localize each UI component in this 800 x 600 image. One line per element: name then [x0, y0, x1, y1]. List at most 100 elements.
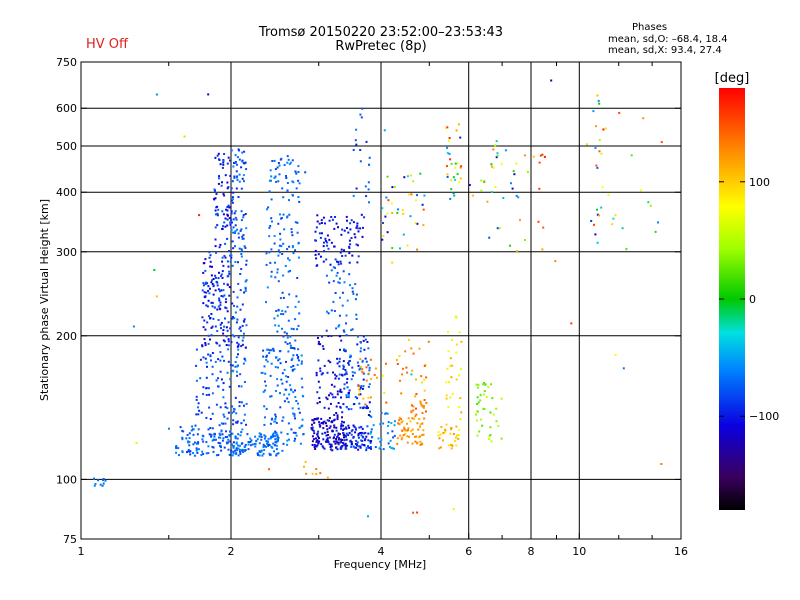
echo-point: [343, 383, 346, 386]
echo-point: [311, 429, 314, 431]
echo-point: [339, 251, 342, 254]
echo-point: [247, 443, 250, 446]
echo-point: [359, 406, 362, 409]
echo-point: [340, 446, 343, 449]
echo-point: [495, 140, 498, 143]
echo-point: [276, 437, 279, 440]
echo-point: [367, 396, 370, 399]
echo-point: [604, 127, 607, 130]
echo-point: [232, 290, 235, 293]
echo-point: [369, 396, 372, 399]
echo-point: [408, 193, 411, 196]
echo-point: [449, 364, 452, 367]
echo-point: [491, 397, 494, 400]
echo-point: [304, 460, 307, 463]
echo-point: [240, 253, 243, 255]
echo-point: [476, 396, 479, 399]
echo-point: [419, 402, 422, 404]
echo-point: [230, 256, 233, 259]
echo-point: [451, 444, 454, 447]
echo-point: [328, 394, 330, 397]
echo-point: [205, 441, 208, 444]
echo-point: [222, 422, 225, 425]
echo-point: [281, 419, 284, 422]
echo-point: [459, 177, 462, 180]
echo-point: [516, 249, 519, 252]
echo-point: [383, 129, 386, 132]
echo-point: [233, 162, 235, 164]
echo-point: [214, 276, 217, 279]
echo-point: [482, 383, 485, 386]
echo-point: [459, 397, 462, 400]
echo-point: [407, 427, 410, 430]
echo-point: [283, 331, 286, 334]
echo-point: [223, 254, 226, 257]
echo-point: [220, 422, 223, 425]
echo-point: [305, 472, 308, 475]
echo-point: [209, 354, 212, 357]
echo-point: [237, 196, 240, 198]
echo-point: [396, 363, 399, 365]
echo-point: [358, 393, 360, 396]
echo-point: [297, 359, 300, 362]
echo-point: [455, 351, 458, 354]
echo-point: [203, 262, 206, 265]
echo-point: [340, 233, 343, 236]
echo-point: [274, 430, 277, 433]
echo-point: [262, 355, 265, 358]
echo-point: [254, 445, 257, 448]
echo-point: [316, 444, 319, 447]
echo-point: [287, 422, 290, 425]
echo-point: [231, 370, 234, 373]
echo-point: [325, 422, 327, 425]
echo-point: [311, 472, 314, 475]
echo-point: [311, 423, 313, 426]
echo-point: [366, 405, 368, 408]
echo-point: [240, 385, 243, 388]
echo-point: [282, 274, 285, 277]
echo-point: [318, 222, 321, 225]
echo-point: [334, 258, 337, 261]
echo-point: [221, 228, 224, 230]
echo-point: [263, 389, 266, 392]
echo-point: [368, 401, 371, 404]
echo-point: [367, 515, 369, 518]
echo-point: [328, 281, 331, 284]
echo-point: [358, 426, 361, 429]
echo-point: [352, 436, 355, 439]
echo-point: [268, 251, 271, 254]
echo-point: [279, 392, 281, 395]
echo-point: [205, 452, 208, 455]
echo-point: [196, 433, 199, 436]
echo-point: [510, 182, 512, 185]
echo-point: [336, 260, 338, 263]
echo-point: [292, 194, 294, 197]
echo-point: [232, 445, 235, 448]
echo-point: [318, 397, 321, 400]
echo-point: [494, 186, 497, 189]
echo-point: [421, 412, 424, 414]
echo-point: [355, 243, 358, 246]
echo-point: [246, 433, 249, 436]
echo-point: [293, 439, 296, 442]
echo-point: [203, 291, 206, 294]
echo-point: [240, 255, 243, 258]
echo-point: [225, 430, 227, 433]
echo-point: [459, 418, 462, 421]
echo-point: [236, 345, 239, 348]
echo-point: [360, 434, 363, 437]
echo-point: [357, 335, 359, 338]
echo-point: [245, 402, 248, 405]
echo-point: [182, 430, 185, 433]
echo-point: [203, 319, 206, 322]
echo-point: [368, 369, 371, 372]
echo-point: [189, 453, 192, 456]
y-tick-label: 400: [56, 186, 77, 199]
echo-point: [454, 178, 457, 181]
echo-point: [456, 173, 459, 176]
echo-point: [421, 405, 424, 407]
echo-point: [320, 255, 322, 258]
echo-point: [276, 271, 279, 274]
echo-point: [294, 339, 297, 342]
echo-point: [207, 289, 210, 292]
